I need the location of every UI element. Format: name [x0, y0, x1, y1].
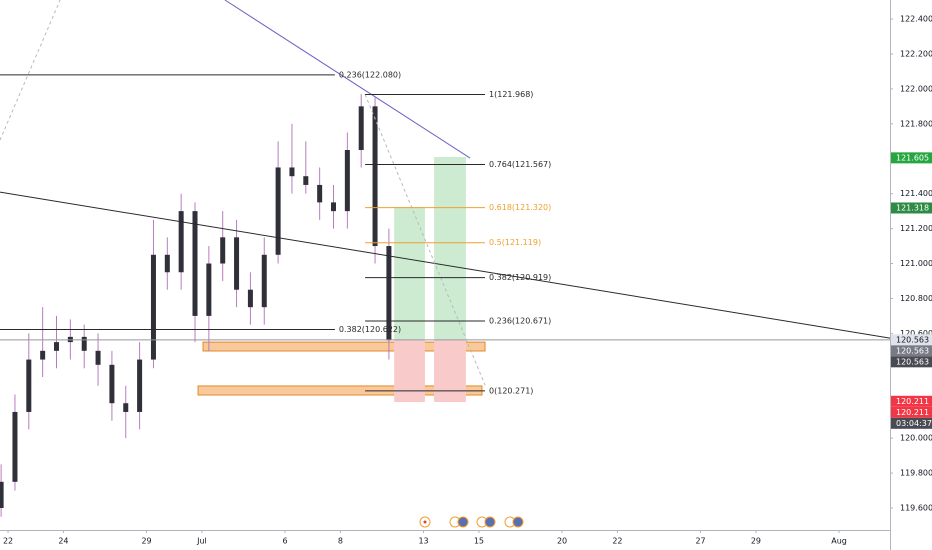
fib-label: 0.382(120.622): [339, 325, 401, 334]
candle-body: [0, 481, 4, 508]
candle-body: [109, 364, 115, 404]
candle-body: [178, 211, 184, 273]
candle-body: [331, 202, 337, 212]
price-badge-label: 120.563: [896, 357, 929, 366]
fib-label: 1(121.968): [489, 90, 533, 99]
candle-body: [150, 254, 156, 360]
price-badge-label: 120.211: [896, 408, 929, 417]
candle-body: [12, 411, 18, 482]
zone: [434, 156, 466, 341]
zone: [434, 340, 466, 402]
fib-label: 0.236(122.080): [339, 70, 401, 79]
candle-body: [358, 106, 364, 151]
x-tick-label: 15: [474, 537, 484, 546]
trend-line: [364, 94, 486, 386]
candle-body: [192, 211, 198, 316]
candle-body: [386, 246, 392, 341]
event-icon[interactable]: [457, 516, 469, 528]
y-tick-label: 122.200: [900, 49, 932, 58]
event-icon[interactable]: [484, 516, 496, 528]
price-badge: [891, 345, 932, 357]
candle-body: [137, 359, 143, 412]
x-tick-label: 6: [282, 537, 287, 546]
candle-body: [81, 336, 87, 351]
y-tick-label: 121.000: [900, 259, 932, 268]
price-badge: [891, 356, 932, 368]
countdown-badge: [891, 417, 932, 429]
candle-body: [54, 342, 60, 351]
x-tick-label: 27: [695, 537, 705, 546]
candle-body: [261, 254, 267, 308]
y-tick-label: 119.800: [900, 469, 932, 478]
candle-body: [95, 350, 101, 365]
zone: [394, 340, 425, 402]
y-tick-label: 121.800: [900, 119, 932, 128]
fib-label: 0.618(121.320): [489, 203, 551, 212]
price-badge: [891, 334, 932, 346]
x-tick-label: 29: [141, 537, 151, 546]
candle-body: [289, 167, 295, 177]
x-tick-label: 22: [3, 537, 13, 546]
candle-body: [123, 403, 129, 412]
fib-label: 0.764(121.567): [489, 160, 551, 169]
candle-body: [344, 150, 350, 212]
y-tick-label: 121.400: [900, 189, 932, 198]
zone: [202, 341, 486, 352]
candle-body: [275, 167, 281, 255]
price-badge-label: 120.563: [896, 335, 929, 344]
event-icon[interactable]: [512, 516, 524, 528]
y-tick-label: 121.200: [900, 224, 932, 233]
x-tick-label: 13: [418, 537, 428, 546]
price-badge-label: 121.605: [896, 153, 929, 162]
fib-label: 0.5(121.119): [489, 238, 541, 247]
x-tick-label: 22: [612, 537, 622, 546]
trend-line: [0, 191, 891, 339]
candle-body: [317, 184, 323, 203]
candle-body: [164, 254, 170, 273]
y-tick-label: 120.000: [900, 434, 932, 443]
price-badge-label: 120.563: [896, 346, 929, 355]
price-badge: [891, 395, 932, 407]
fib-label: 0(120.271): [489, 386, 533, 395]
countdown-label: 03:04:37: [896, 419, 932, 428]
price-badge: [891, 406, 932, 418]
x-tick-label: Aug: [831, 537, 847, 546]
price-badge: [891, 202, 932, 214]
y-tick-label: 120.800: [900, 294, 932, 303]
fib-label: 0.382(120.919): [489, 273, 551, 282]
event-icons[interactable]: [419, 516, 524, 528]
y-tick-label: 122.400: [900, 15, 932, 24]
x-tick-label: Jul: [196, 537, 207, 546]
candle-body: [220, 237, 226, 264]
candle-body: [303, 176, 309, 185]
price-badge-label: 120.211: [896, 397, 929, 406]
candle-body: [26, 359, 32, 412]
zone: [394, 207, 425, 341]
x-tick-label: 24: [58, 537, 68, 546]
x-tick-label: 29: [751, 537, 761, 546]
candle-body: [234, 237, 240, 290]
trend-line: [0, 0, 61, 141]
fib-label: 0.236(120.671): [489, 316, 551, 325]
candle-body: [206, 263, 212, 316]
candle-body: [372, 106, 378, 247]
price-badge: [891, 152, 932, 164]
x-tick-label: 8: [338, 537, 343, 546]
trend-line: [224, 0, 471, 159]
candle-body: [247, 289, 253, 308]
price-badge-label: 121.318: [896, 203, 929, 212]
y-tick-label: 122.000: [900, 84, 932, 93]
y-tick-label: 119.600: [900, 503, 932, 512]
y-tick-label: 120.600: [900, 329, 932, 338]
candle-body: [40, 350, 46, 360]
x-tick-label: 20: [557, 537, 567, 546]
event-icon-dot: [423, 520, 427, 524]
